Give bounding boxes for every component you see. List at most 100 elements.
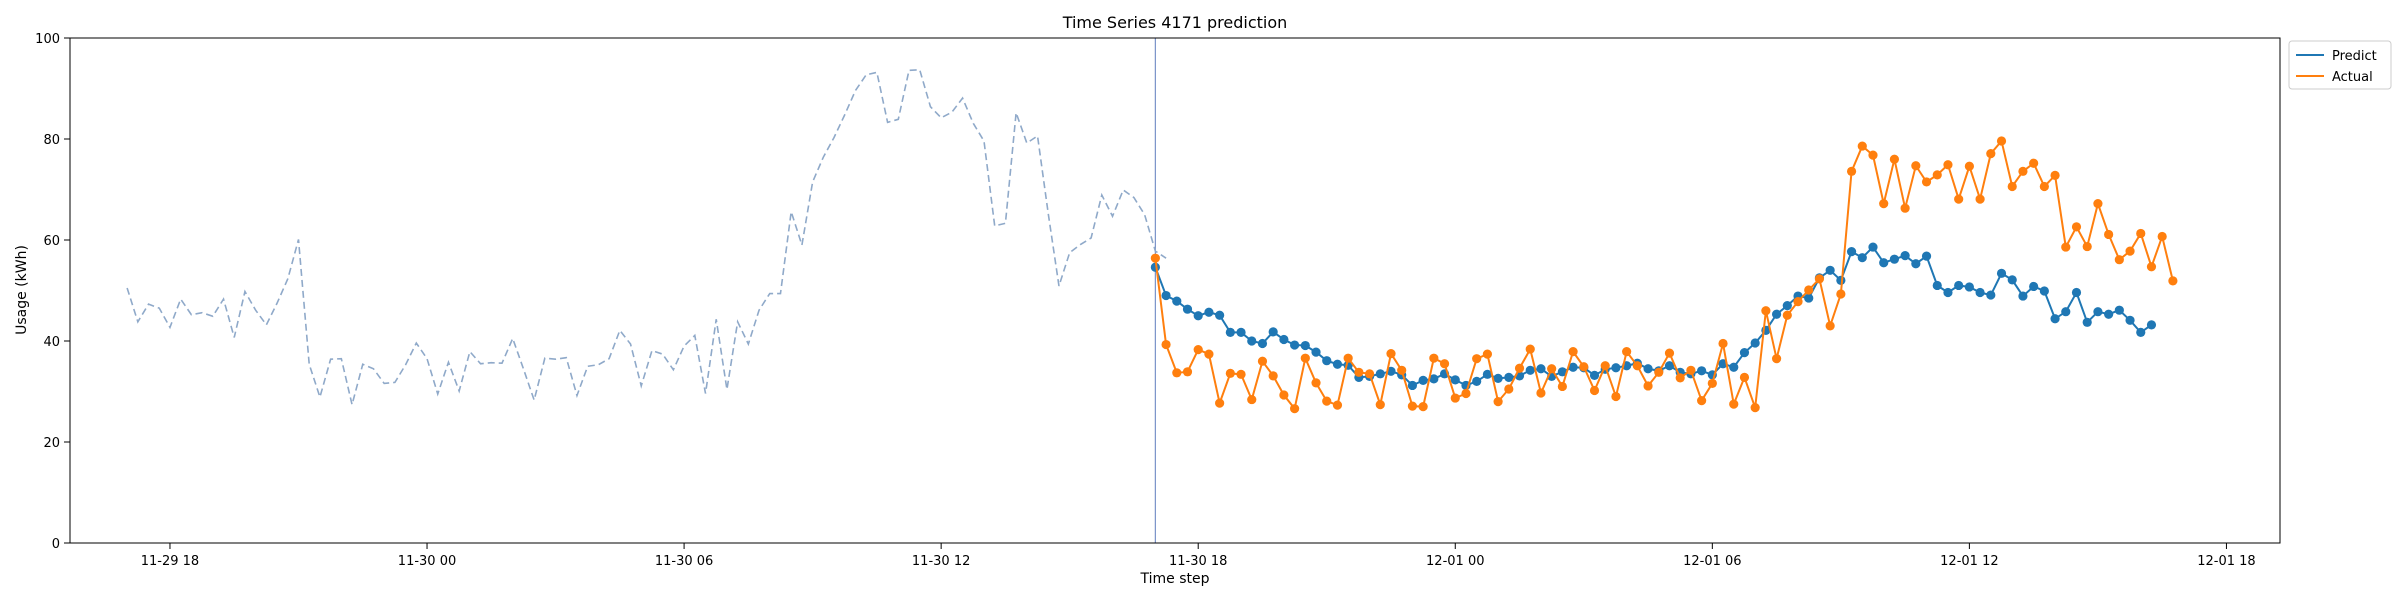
series-line-history: [126, 68, 1167, 405]
data-point-predict: [1964, 282, 1974, 292]
data-point-predict: [1225, 327, 1235, 338]
data-point-actual: [1290, 404, 1300, 414]
data-point-predict: [1536, 364, 1546, 374]
data-point-actual: [1268, 371, 1278, 381]
y-tick-label: 20: [43, 436, 60, 451]
data-point-predict: [1921, 251, 1932, 261]
data-point-predict: [1825, 265, 1835, 275]
data-point-actual: [2039, 181, 2049, 192]
data-point-actual: [1536, 388, 1546, 398]
data-point-predict: [1322, 356, 1332, 366]
data-point-actual: [2125, 246, 2135, 256]
data-point-predict: [1954, 280, 1964, 291]
data-point-actual: [1407, 401, 1418, 411]
data-point-actual: [1439, 359, 1450, 369]
data-point-predict: [1332, 359, 1343, 369]
data-point-actual: [1568, 347, 1578, 357]
data-point-predict: [1750, 338, 1760, 348]
data-point-actual: [1172, 368, 1182, 378]
data-point-actual: [1236, 369, 1246, 379]
x-tick-label: 12-01 00: [1426, 554, 1484, 569]
data-point-predict: [1943, 287, 1953, 298]
y-tick-label: 60: [43, 234, 60, 249]
series-layer: [126, 38, 2178, 543]
data-point-predict: [1900, 251, 1910, 261]
chart-title: Time Series 4171 prediction: [1062, 13, 1288, 32]
data-point-predict: [1643, 364, 1653, 374]
data-point-actual: [1493, 397, 1503, 407]
data-point-actual: [1611, 391, 1621, 402]
x-tick-label: 12-01 06: [1683, 554, 1741, 569]
data-point-actual: [1482, 349, 1492, 359]
data-point-actual: [1686, 365, 1696, 375]
data-point-predict: [1193, 311, 1203, 321]
data-point-actual: [1150, 253, 1160, 263]
data-point-actual: [1225, 368, 1235, 378]
data-point-predict: [1247, 336, 1257, 346]
data-point-actual: [1354, 367, 1364, 377]
data-point-actual: [2018, 166, 2028, 176]
data-point-predict: [1279, 334, 1289, 345]
data-point-actual: [1664, 348, 1675, 358]
data-point-predict: [1664, 361, 1675, 371]
data-point-actual: [1397, 365, 1407, 375]
data-point-actual: [1622, 347, 1632, 357]
data-point-actual: [1729, 399, 1739, 409]
data-point-actual: [1911, 161, 1921, 171]
plot-area-frame: [69, 37, 2281, 544]
data-point-predict: [1429, 374, 1439, 384]
data-point-actual: [1761, 306, 1771, 316]
data-point-actual: [1889, 154, 1900, 164]
data-point-actual: [1247, 394, 1257, 405]
data-point-predict: [2093, 307, 2103, 317]
data-point-predict: [1739, 348, 1750, 358]
data-point-predict: [2050, 314, 2060, 324]
data-point-predict: [1482, 369, 1492, 379]
data-point-predict: [1975, 287, 1985, 298]
data-point-actual: [1450, 393, 1460, 403]
data-point-predict: [1311, 347, 1321, 357]
data-point-predict: [1986, 290, 1996, 300]
data-point-predict: [1418, 375, 1428, 385]
data-point-predict: [1782, 301, 1792, 311]
data-point-actual: [1257, 356, 1268, 366]
data-point-actual: [1525, 344, 1535, 354]
data-point-predict: [2061, 307, 2071, 317]
y-tick-label: 100: [35, 32, 60, 47]
data-point-predict: [1504, 372, 1514, 382]
x-tick-label: 12-01 18: [2197, 554, 2255, 569]
data-point-predict: [2114, 305, 2124, 315]
data-point-actual: [1300, 353, 1310, 363]
x-tick-label: 11-30 18: [1169, 554, 1227, 569]
data-point-actual: [1579, 362, 1589, 372]
data-point-actual: [1547, 364, 1557, 374]
data-point-actual: [1750, 403, 1760, 413]
data-point-actual: [1514, 363, 1525, 373]
data-point-actual: [2050, 170, 2060, 180]
x-tick-label: 11-29 18: [141, 554, 199, 569]
data-point-actual: [1857, 141, 1867, 151]
data-point-actual: [1193, 344, 1203, 355]
data-point-predict: [1589, 370, 1600, 380]
data-point-actual: [2029, 158, 2039, 168]
x-tick-label: 11-30 12: [912, 554, 970, 569]
data-point-actual: [1739, 372, 1750, 382]
data-point-actual: [1814, 274, 1825, 284]
data-point-predict: [2039, 286, 2049, 296]
data-point-actual: [1825, 321, 1835, 331]
data-point-actual: [1718, 338, 1728, 349]
data-point-predict: [1493, 373, 1503, 383]
data-point-actual: [1846, 166, 1857, 176]
data-point-predict: [1172, 296, 1182, 306]
data-point-actual: [1921, 177, 1932, 187]
data-point-actual: [1418, 402, 1428, 412]
data-point-actual: [1332, 400, 1343, 410]
data-point-actual: [1589, 385, 1600, 396]
data-point-predict: [1729, 362, 1739, 372]
data-point-actual: [2114, 255, 2124, 265]
data-point-predict: [2146, 320, 2157, 330]
data-point-predict: [1268, 327, 1278, 337]
